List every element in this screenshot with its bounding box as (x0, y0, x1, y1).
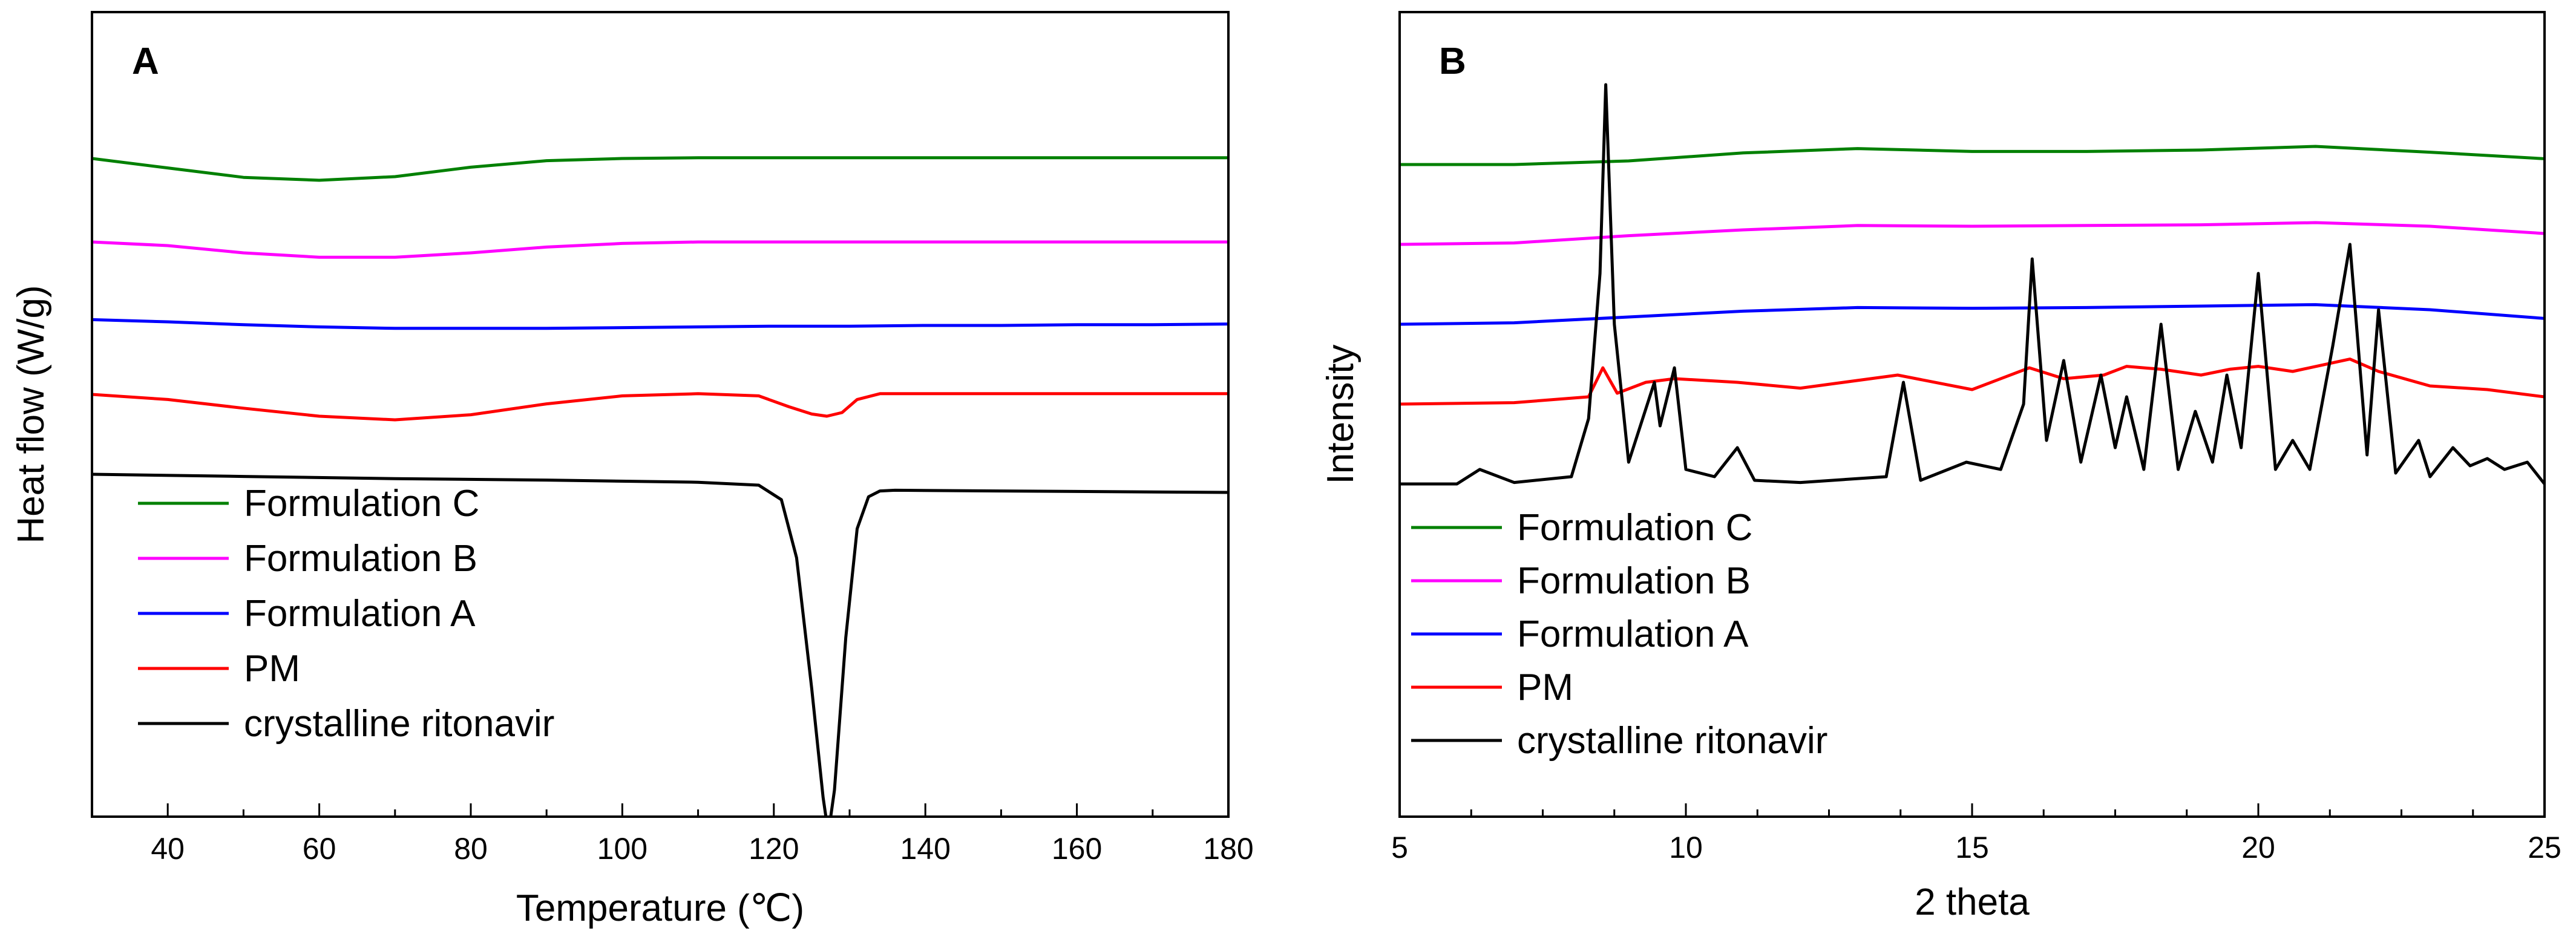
panel-b-x-tick-label: 25 (2528, 831, 2561, 864)
panel-a-x-tick-label: 120 (749, 832, 799, 866)
panel-b-legend: Formulation C Formulation B Formulation A P… (1411, 507, 1827, 762)
panel-b-legend-label-2: Formulation A (1517, 613, 1749, 655)
panel-a-legend-label-1: Formulation B (244, 538, 477, 580)
panel-b-series-3-line (1400, 358, 2545, 406)
panel-b: B 5 10 15 20 25 2 theta Intensity Formulatio… (1320, 11, 2561, 923)
panel-a-x-tick-label: 60 (303, 832, 336, 866)
panel-b-x-tick-label: 15 (1955, 831, 1989, 864)
panel-b-x-tick-label: 10 (1669, 831, 1703, 864)
panel-b-series-4-line (1400, 83, 2545, 486)
panel-b-legend-label-1: Formulation B (1517, 560, 1751, 602)
panel-a: A 40 60 80 100 120 140 160 180 Temperature (℃) … (10, 11, 1254, 929)
panel-a-plot-frame (91, 11, 1230, 818)
panel-b-letter: B (1439, 41, 1466, 82)
panel-a-x-tick-label: 100 (597, 832, 647, 866)
panel-a-x-tick-label: 40 (151, 832, 185, 866)
panel-b-series-2-line (1400, 303, 2545, 326)
panel-a-ticks: 40 60 80 100 120 140 160 180 (91, 803, 1254, 866)
panel-b-series-0-line (1400, 145, 2545, 166)
panel-b-legend-label-0: Formulation C (1517, 507, 1752, 549)
panel-a-x-tick-label: 160 (1052, 832, 1102, 866)
panel-a-legend-label-2: Formulation A (244, 593, 476, 635)
panel-a-series-1-line (92, 240, 1228, 259)
panel-a-series-3-line (92, 392, 1228, 422)
panel-b-legend-label-4: crystalline ritonavir (1517, 720, 1827, 762)
panel-a-x-axis-title: Temperature (℃) (516, 887, 804, 929)
panel-a-legend-label-3: PM (244, 648, 300, 690)
panel-b-y-axis-title: Intensity (1320, 345, 1362, 485)
panel-a-series-4-line (92, 472, 1228, 817)
panel-b-x-tick-label: 5 (1391, 831, 1408, 864)
panel-a-x-tick-label: 80 (454, 832, 488, 866)
panel-a-lines (92, 156, 1228, 817)
panel-a-letter: A (132, 41, 159, 82)
panel-a-series-0-line (92, 156, 1228, 182)
panel-a-x-tick-label: 140 (900, 832, 950, 866)
panel-b-x-tick-label: 20 (2241, 831, 2275, 864)
panel-a-series-2-line (92, 318, 1228, 330)
panel-b-series-1-line (1400, 221, 2545, 246)
panel-a-y-axis-title: Heat flow (W/g) (10, 285, 52, 543)
panel-a-legend-label-4: crystalline ritonavir (244, 703, 554, 745)
panel-b-ticks: 5 10 15 20 25 (1391, 803, 2561, 864)
panel-a-legend-label-0: Formulation C (244, 483, 479, 524)
panel-a-x-tick-label: 180 (1203, 832, 1253, 866)
panel-b-x-axis-title: 2 theta (1915, 881, 2030, 923)
panel-b-legend-label-3: PM (1517, 667, 1573, 708)
panel-a-legend: Formulation C Formulation B Formulation A P… (138, 483, 554, 745)
panel-b-lines (1400, 83, 2545, 486)
